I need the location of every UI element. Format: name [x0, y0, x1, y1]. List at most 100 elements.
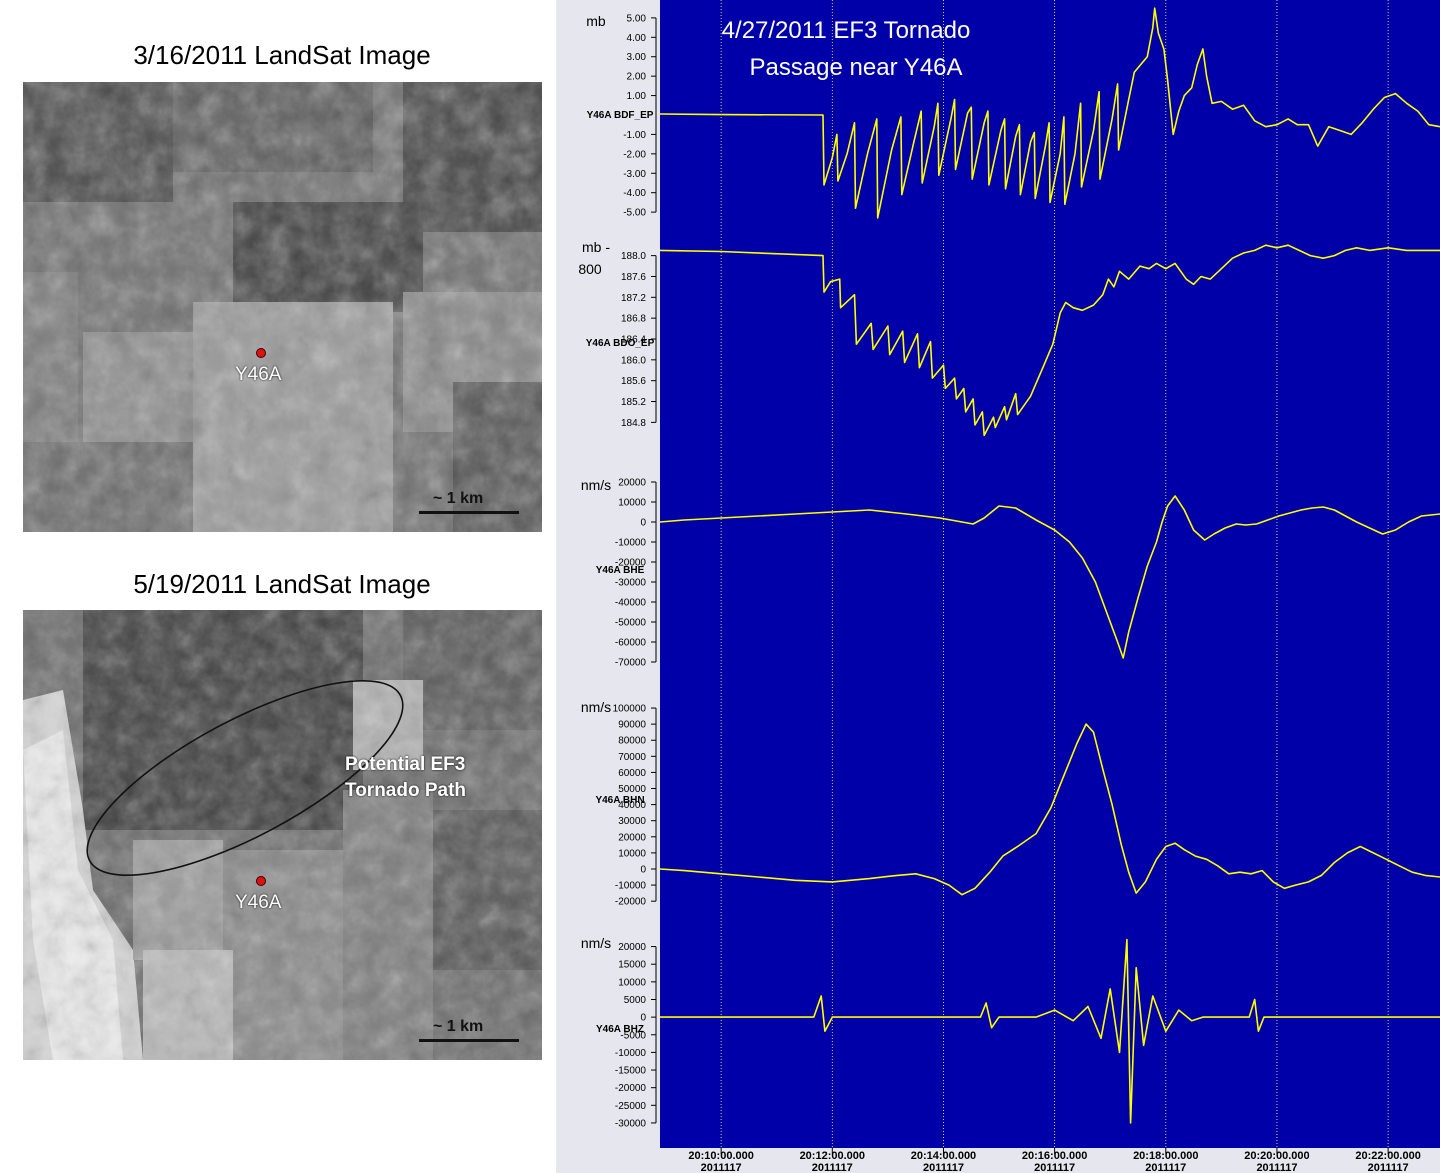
y-tick-label-0-7: -3.00: [623, 169, 646, 180]
x-tick-time-3: 20:16:00.000: [1022, 1150, 1087, 1162]
x-tick-time-6: 20:22:00.000: [1355, 1150, 1420, 1162]
trace-4: [660, 938, 1440, 1124]
y-tick-label-4-3: 5000: [624, 995, 647, 1006]
y-tick-label-0-1: 4.00: [627, 33, 647, 44]
y-tick-label-0-0: 5.00: [627, 13, 647, 24]
y-tick-label-4-5: -5000: [620, 1030, 646, 1041]
x-tick-date-6: 2011117: [1368, 1162, 1409, 1173]
y-tick-label-2-6: -40000: [615, 598, 647, 609]
x-tick-date-2: 2011117: [923, 1162, 964, 1173]
landsat-texture-before: [23, 82, 542, 532]
y-tick-label-3-11: -10000: [615, 881, 647, 892]
y-tick-label-1-0: 188.0: [621, 251, 646, 262]
y-tick-label-4-9: -25000: [615, 1101, 647, 1112]
station-label-before: Y46A: [235, 364, 282, 385]
y-tick-label-0-9: -5.00: [623, 208, 646, 219]
y-tick-label-0-6: -2.00: [623, 149, 646, 160]
y-tick-label-2-8: -60000: [615, 638, 647, 649]
scale-label-after: ~ 1 km: [433, 1018, 484, 1035]
y-tick-label-3-2: 80000: [618, 736, 646, 747]
y-tick-label-4-0: 20000: [618, 942, 646, 953]
station-marker-after: [256, 876, 266, 886]
y-tick-label-2-1: 10000: [618, 498, 646, 509]
trace-2: [659, 495, 1440, 659]
y-tick-label-3-5: 50000: [618, 784, 646, 795]
unit-label-3: nm/s: [581, 699, 611, 715]
unit-label-1: mb -: [582, 239, 610, 255]
y-tick-label-4-1: 15000: [618, 960, 646, 971]
x-tick-date-1: 2011117: [812, 1162, 853, 1173]
satellite-image-after: Potential EF3 Tornado Path Y46A ~ 1 km: [23, 610, 542, 1060]
y-tick-label-3-9: 10000: [618, 848, 646, 859]
y-tick-label-3-6: 40000: [618, 800, 646, 811]
y-tick-label-4-8: -20000: [615, 1083, 647, 1094]
y-tick-label-4-10: -30000: [615, 1118, 647, 1129]
station-label-after: Y46A: [235, 892, 282, 913]
y-tick-label-0-3: 2.00: [627, 72, 647, 83]
top-image-title: 3/16/2011 LandSat Image: [133, 40, 431, 70]
trace-3: [659, 723, 1440, 896]
traces: [659, 7, 1440, 1124]
y-tick-label-0-5: -1.00: [623, 130, 646, 141]
tornado-path-label: Potential EF3 Tornado Path: [345, 752, 466, 804]
tornado-path-label-line2: Tornado Path: [345, 780, 467, 801]
unit-label-0: mb: [586, 13, 606, 29]
y-tick-label-1-2: 187.2: [621, 293, 646, 304]
y-tick-label-1-4: 186.4: [621, 335, 646, 346]
y-tick-label-3-8: 20000: [618, 832, 646, 843]
channel-label-2: Y46A BHE: [596, 565, 645, 576]
y-tick-label-3-7: 30000: [618, 816, 646, 827]
chart-title-line1: 4/27/2011 EF3 Tornado: [722, 17, 971, 44]
y-tick-label-3-4: 60000: [618, 768, 646, 779]
y-tick-label-1-3: 186.8: [621, 314, 646, 325]
y-tick-label-1-1: 187.6: [621, 272, 646, 283]
tornado-path-ellipse: [86, 679, 404, 877]
y-tick-label-1-7: 185.2: [621, 397, 646, 408]
y-tick-label-1-8: 184.8: [621, 418, 646, 429]
x-tick-time-4: 20:18:00.000: [1133, 1150, 1198, 1162]
x-tick-time-2: 20:14:00.000: [911, 1150, 976, 1162]
y-tick-label-4-7: -15000: [615, 1066, 647, 1077]
x-tick-date-0: 2011117: [701, 1162, 742, 1173]
scale-bar-after: [419, 1039, 519, 1042]
y-tick-label-1-5: 186.0: [621, 355, 646, 366]
channel-label-4: Y46A BHZ: [596, 1024, 644, 1035]
unit-label-4: nm/s: [581, 935, 611, 951]
y-tick-label-0-4: 1.00: [627, 91, 647, 102]
x-tick-time-1: 20:12:00.000: [800, 1150, 865, 1162]
bottom-image-title: 5/19/2011 LandSat Image: [133, 569, 431, 599]
y-tick-label-0-8: -4.00: [623, 188, 646, 199]
y-tick-label-2-3: -10000: [615, 538, 647, 549]
amplitude-axes: 5.00 4.00 3.00 2.00 1.00 -1.00 -2.00 -3.00 -4.00…: [578, 13, 657, 1129]
x-tick-time-0: 20:10:00.000: [688, 1150, 753, 1162]
unit-label-2: nm/s: [581, 477, 611, 493]
y-tick-label-2-2: 0: [640, 518, 646, 529]
y-tick-label-0-2: 3.00: [627, 52, 647, 63]
y-tick-label-4-4: 0: [640, 1013, 646, 1024]
y-tick-label-3-0: 100000: [613, 704, 647, 715]
y-tick-label-2-0: 20000: [618, 478, 646, 489]
x-tick-date-4: 2011117: [1145, 1162, 1186, 1173]
station-marker-before: [256, 348, 266, 358]
tornado-path-label-line1: Potential EF3: [345, 754, 466, 775]
y-tick-label-2-5: -30000: [615, 578, 647, 589]
scale-label-before: ~ 1 km: [433, 490, 484, 507]
y-tick-label-1-6: 185.6: [621, 376, 646, 387]
trace-0: [659, 7, 1440, 219]
channel-label-0: Y46A BDF_EP: [587, 110, 654, 121]
time-gridlines: [720, 0, 1389, 1148]
landsat-texture-after: [23, 610, 542, 1060]
y-tick-label-2-9: -70000: [615, 658, 647, 669]
x-tick-date-3: 2011117: [1034, 1162, 1075, 1173]
y-tick-label-3-10: 0: [640, 864, 646, 875]
y-tick-label-4-6: -10000: [615, 1048, 647, 1059]
x-tick-time-5: 20:20:00.000: [1244, 1150, 1309, 1162]
y-tick-label-3-12: -20000: [615, 897, 647, 908]
seismogram-chart: 5.00 4.00 3.00 2.00 1.00 -1.00 -2.00 -3.00 -4.00…: [556, 0, 1440, 1173]
y-tick-label-3-1: 90000: [618, 720, 646, 731]
channel-label-3: Y46A BHN: [595, 795, 644, 806]
time-axis: 20:10:00.000201111720:12:00.000201111720…: [688, 1148, 1421, 1173]
y-tick-label-3-3: 70000: [618, 752, 646, 763]
satellite-image-before: Y46A ~ 1 km: [23, 82, 542, 532]
x-tick-date-5: 2011117: [1256, 1162, 1297, 1173]
